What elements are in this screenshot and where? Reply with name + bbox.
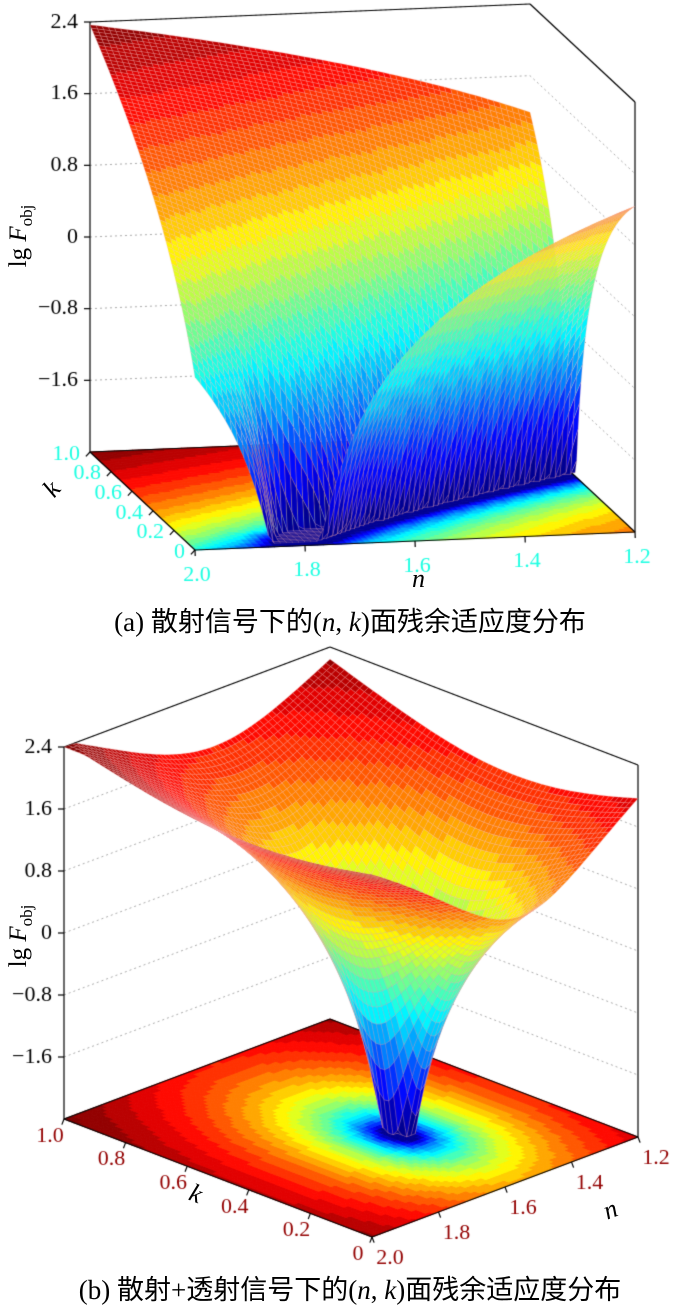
caption-b-text: (b) 散射+透射信号下的( xyxy=(78,1275,358,1305)
caption-b-sep: , xyxy=(370,1275,385,1305)
caption-a-k: k xyxy=(348,607,361,637)
caption-b-k: k xyxy=(384,1275,397,1305)
surface-plot-a xyxy=(0,0,700,600)
caption-b-text-end: )面残余适应度分布 xyxy=(396,1275,622,1305)
caption-a-sep: , xyxy=(335,607,349,637)
caption-b: (b) 散射+透射信号下的(n, k)面残余适应度分布 xyxy=(0,1270,700,1311)
caption-a-text: (a) 散射信号下的( xyxy=(114,607,322,637)
caption-b-n: n xyxy=(357,1275,371,1305)
figure-b: lg Fobj n k (b) 散射+透射信号下的(n, k)面残余适应度分布 xyxy=(0,645,700,1311)
caption-a: (a) 散射信号下的(n, k)面残余适应度分布 xyxy=(0,600,700,645)
caption-a-n: n xyxy=(321,607,336,637)
surface-plot-b xyxy=(0,645,700,1270)
caption-a-text-end: )面残余适应度分布 xyxy=(360,607,586,637)
figure-a: lg Fobj n k (a) 散射信号下的(n, k)面残余适应度分布 xyxy=(0,0,700,645)
